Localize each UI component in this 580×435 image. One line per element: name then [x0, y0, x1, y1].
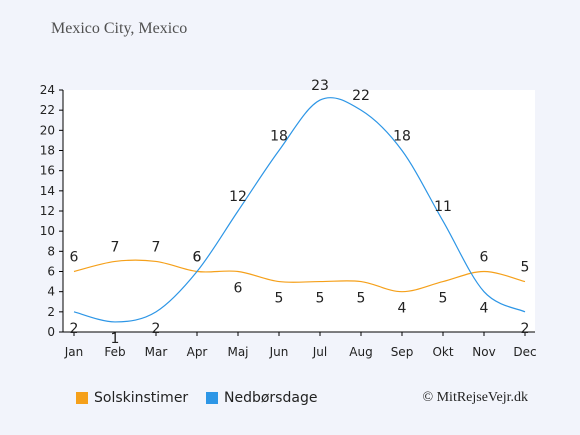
data-label-sunshine: 5 [521, 260, 530, 276]
data-label-sunshine: 6 [480, 250, 489, 266]
x-tick-label: Jun [269, 345, 289, 359]
legend-swatch-rain-days [206, 392, 218, 404]
x-tick-label: Jul [312, 345, 327, 359]
x-tick-label: Sep [391, 345, 414, 359]
legend-label-sunshine: Solskinstimer [94, 390, 189, 406]
x-tick-label: Nov [472, 345, 495, 359]
data-label-sunshine: 5 [275, 291, 284, 307]
data-label-rain-days: 4 [480, 301, 489, 317]
legend-label-rain-days: Nedbørsdage [224, 390, 318, 406]
x-tick-label: Apr [187, 345, 208, 359]
y-tick-label: 0 [47, 325, 55, 339]
x-tick-label: Maj [227, 345, 248, 359]
y-tick-label: 20 [40, 123, 55, 137]
x-tick-label: Dec [513, 345, 536, 359]
series-line-sunshine [73, 259, 526, 293]
legend-item-sunshine: Solskinstimer [76, 390, 188, 406]
x-tick-label: Okt [432, 345, 453, 359]
legend-item-rain-days: Nedbørsdage [206, 390, 317, 406]
y-tick-label: 12 [40, 204, 55, 218]
chart-title: Mexico City, Mexico [51, 20, 188, 37]
y-tick-label: 2 [47, 305, 55, 319]
data-label-sunshine: 5 [316, 291, 325, 307]
data-label-rain-days: 6 [193, 250, 202, 266]
data-label-rain-days: 1 [111, 331, 120, 347]
data-label-rain-days: 22 [352, 88, 370, 104]
y-tick-label: 16 [40, 164, 55, 178]
x-tick-label: Feb [104, 345, 125, 359]
data-label-rain-days: 12 [229, 189, 247, 205]
data-label-sunshine: 5 [439, 291, 448, 307]
data-label-rain-days: 18 [270, 129, 288, 145]
x-tick-label: Mar [145, 345, 168, 359]
data-label-sunshine: 5 [357, 291, 366, 307]
legend-swatch-sunshine [76, 392, 88, 404]
data-label-rain-days: 11 [434, 199, 452, 215]
plot-area [63, 90, 535, 332]
data-label-sunshine: 4 [398, 301, 407, 317]
data-label-rain-days: 2 [152, 321, 161, 337]
y-tick-label: 18 [40, 144, 55, 158]
y-tick-label: 14 [40, 184, 55, 198]
data-label-sunshine: 7 [111, 239, 120, 255]
x-tick-label: Jan [64, 345, 84, 359]
data-label-rain-days: 18 [393, 129, 411, 145]
y-tick-label: 8 [47, 244, 55, 258]
y-tick-label: 22 [40, 103, 55, 117]
x-tick-label: Aug [349, 345, 372, 359]
data-label-sunshine: 6 [234, 281, 243, 297]
data-label-sunshine: 6 [193, 250, 202, 266]
credit-text: © MitRejseVejr.dk [422, 390, 528, 405]
data-label-rain-days: 23 [311, 78, 329, 94]
y-tick-label: 10 [40, 224, 55, 238]
y-tick-label: 6 [47, 265, 55, 279]
data-label-sunshine: 7 [152, 239, 161, 255]
data-label-rain-days: 2 [70, 321, 79, 337]
y-tick-label: 4 [47, 285, 55, 299]
data-label-sunshine: 6 [70, 250, 79, 266]
data-label-rain-days: 2 [521, 321, 530, 337]
series-line-rain-days [73, 97, 526, 323]
y-tick-label: 24 [40, 83, 55, 97]
